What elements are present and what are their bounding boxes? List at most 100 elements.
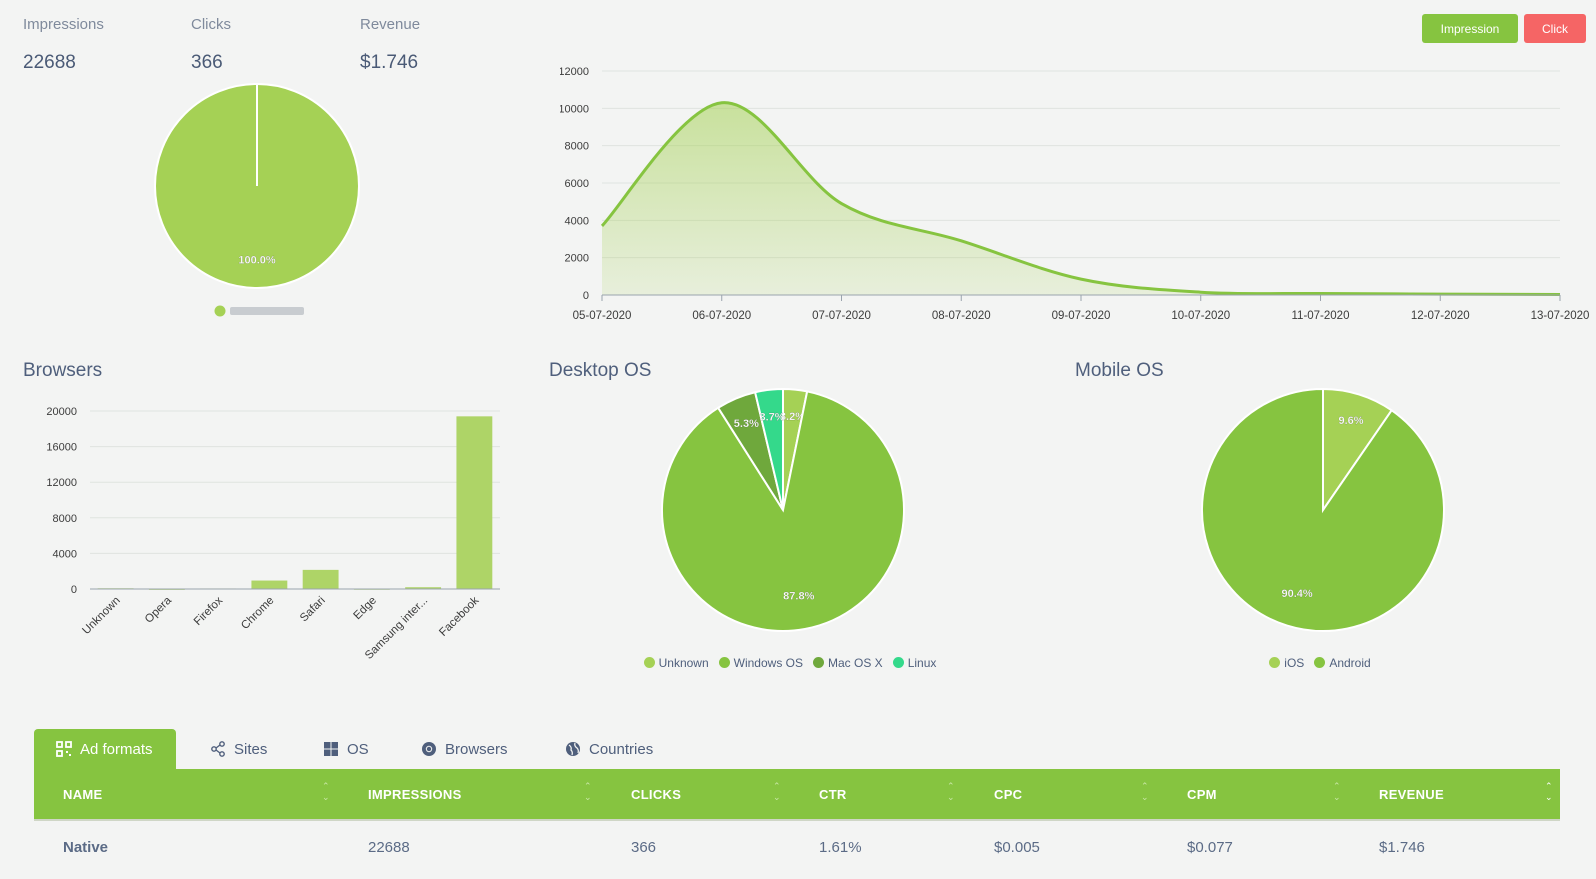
y-tick-label: 4000 [565,215,589,227]
legend-item[interactable]: Windows OS [718,655,803,670]
sort-icon[interactable]: ⌃ ⌄ [1545,781,1553,802]
tab-sites[interactable]: Sites [210,729,267,769]
pie-slice-label: 5.3% [734,418,759,430]
click-button[interactable]: Click [1524,14,1586,43]
tab-os[interactable]: OS [323,729,369,769]
legend-dot [214,305,226,317]
impression-button[interactable]: Impression [1422,14,1518,43]
column-header-ctr[interactable]: CTR [819,786,847,802]
tab-browsers[interactable]: Browsers [421,729,508,769]
legend-dot [718,657,730,668]
tab-countries[interactable]: Countries [565,729,653,769]
sort-icon[interactable]: ⌃ ⌄ [773,781,781,802]
cell-ctr: 1.61% [819,838,862,856]
clicks-value: 366 [191,52,223,73]
tab-label: OS [347,740,369,758]
column-header-name[interactable]: NAME [63,786,103,802]
pie-slice-label: 9.6% [1338,415,1363,427]
globe-icon [566,742,580,756]
impressions-label: Impressions [23,16,104,33]
legend-label: Mac OS X [828,655,883,670]
sort-icon[interactable]: ⌃ ⌄ [322,781,330,802]
x-tick-label: Edge [352,595,379,622]
mobile-os-title: Mobile OS [1075,360,1164,381]
revenue-value: $1.746 [360,52,419,73]
browsers-title: Browsers [23,360,103,381]
x-tick-label: Unknown [80,595,122,637]
y-tick-label: 0 [71,584,77,596]
legend-label: Windows OS [733,655,803,670]
clicks-label: Clicks [191,16,231,33]
timeline-area-chart: 0 2000 4000 6000 8000 10000 12000 05-07-2020 06-… [560,66,1590,322]
cell-revenue: $1.746 [1379,838,1425,856]
sort-icon[interactable]: ⌃ ⌄ [1141,781,1149,802]
pie-slice-label: 90.4% [1282,588,1313,600]
series-line [600,101,1561,296]
column-header-impressions[interactable]: IMPRESSIONS [368,786,462,802]
legend-label: Unknown [658,655,709,670]
legend-dot [643,657,655,668]
cell-clicks: 366 [631,838,657,856]
tab-label: Countries [589,740,654,758]
legend-dot [813,657,824,668]
x-tick-label: Facebook [437,594,481,638]
pie-slice-label: 3.2% [780,411,805,423]
desktop-os-pie-chart: 3.2% 87.8% 5.3%3.7% [661,387,905,632]
table-header: NAME ⌃ ⌄ IMPRESSIONS ⌃ ⌄ CLICKS ⌃ ⌄ CTR ⌃ ⌄ … [34,769,1560,821]
bar [405,587,442,589]
x-tick-label: 11-07-2020 [1292,310,1350,322]
legend-item[interactable]: Android [1314,655,1371,670]
desktop-os-legend: Unknown Windows OS Mac OS X Linux [540,655,1040,673]
bar [456,416,493,589]
x-tick-label: 07-07-2020 [812,310,871,322]
ad-formats-icon [56,741,72,757]
x-tick-label: Opera [143,594,175,626]
y-tick-label: 10000 [560,103,589,115]
column-header-revenue[interactable]: REVENUE [1379,786,1444,802]
x-tick-label: 10-07-2020 [1171,310,1230,322]
legend-label: iOS [1284,655,1305,670]
legend-dot [1269,657,1281,668]
legend-dot [892,657,904,668]
bar [302,569,339,589]
legend-item[interactable]: iOS [1269,656,1304,670]
revenue-label: Revenue [360,16,421,33]
x-tick-label: Chrome [239,595,276,632]
y-tick-label: 8000 [53,513,77,525]
x-tick-label: 13-07-2020 [1531,310,1590,322]
y-tick-label: 0 [583,290,589,302]
tab-label: Ad formats [80,740,153,758]
x-tick-label: 09-07-2020 [1052,310,1111,322]
summary-pie-chart: 100.0% [154,83,360,317]
browsers-bar-chart: 0 4000 8000 12000 16000 20000 Unknown Opera Fire… [46,406,500,662]
legend-label: Android [1329,655,1371,670]
legend-item[interactable]: Mac OS X [813,656,883,670]
sort-icon[interactable]: ⌃ ⌄ [584,781,592,802]
legend-item[interactable]: Unknown [643,655,709,670]
cell-impressions: 22688 [368,838,410,856]
sort-icon[interactable]: ⌃ ⌄ [1333,781,1341,802]
pie-slice [1201,387,1445,632]
x-tick-label: 05-07-2020 [573,310,632,322]
tab-label: Browsers [445,740,508,758]
column-header-cpm[interactable]: CPM [1187,786,1217,802]
x-tick-label: Firefox [192,594,226,628]
area-fill [602,102,1560,295]
mobile-os-legend: iOS Android [1070,655,1570,673]
desktop-os-title: Desktop OS [549,360,652,381]
y-tick-label: 4000 [53,548,77,560]
impressions-value: 22688 [23,52,76,73]
bar [251,580,288,589]
legend-item[interactable]: Linux [892,656,936,670]
column-header-cpc[interactable]: CPC [994,786,1023,802]
tab-ad-formats[interactable]: Ad formats [34,729,176,769]
column-header-clicks[interactable]: CLICKS [631,786,682,802]
y-tick-label: 12000 [46,477,77,489]
y-tick-label: 8000 [565,141,589,153]
sort-icon[interactable]: ⌃ ⌄ [947,781,955,802]
mobile-os-pie-chart: 9.6% 90.4% [1201,387,1445,632]
legend-label-redacted [230,307,304,315]
x-tick-label: 06-07-2020 [692,310,751,322]
windows-icon [324,742,338,756]
y-tick-label: 12000 [560,66,589,78]
